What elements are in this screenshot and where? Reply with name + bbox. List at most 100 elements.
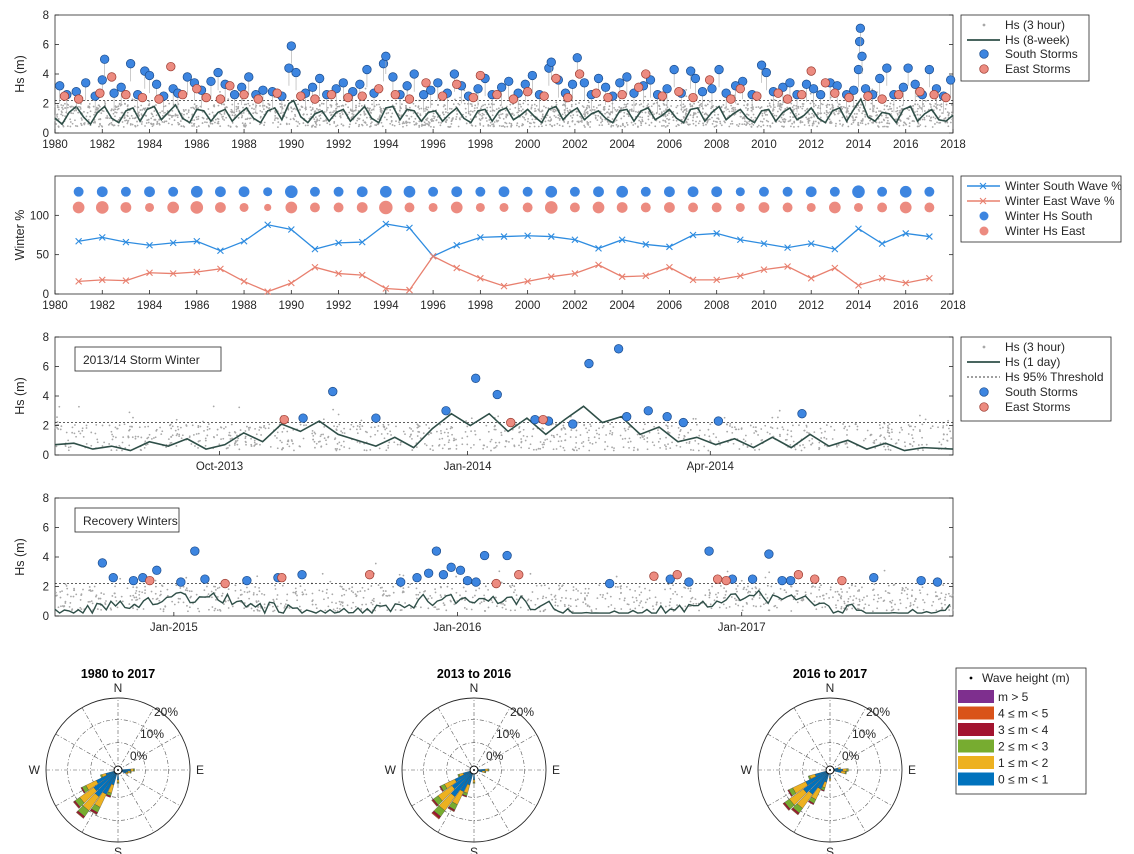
south-storm-point [492,389,502,400]
hs-3hour-point [658,113,661,116]
hs-3hour-point [369,448,372,451]
south-storm-point [426,85,436,95]
hs-3hour-point [564,433,567,436]
east-storm-point [877,94,887,104]
hs-3hour-point [97,597,100,600]
hs-3hour-point [439,423,441,426]
south-storm-point [669,64,679,75]
hs-3hour-point [919,106,921,109]
hs-3hour-point [71,426,74,429]
hs-3hour-point [162,608,165,611]
hs-3hour-point [283,104,286,107]
hs-3hour-point [257,600,260,602]
hs-3hour-point [727,108,729,111]
hs-3hour-point [484,585,487,588]
hs-3hour-point [782,120,785,123]
winter-hs-south-point [711,186,723,198]
hs-3hour-point [554,604,557,607]
hs-3hour-point [140,449,143,452]
hs-3hour-point [604,597,607,600]
hs-3hour-point [98,125,100,128]
hs-3hour-point [387,112,390,114]
hs-3hour-point [525,112,528,115]
hs-3hour-point [418,108,421,110]
hs-3hour-point [535,448,538,451]
winter-hs-south-point [805,186,817,198]
hs-3hour-point [735,588,738,590]
hs-3hour-point [216,587,219,590]
hs-3hour-point [564,605,566,608]
hs-3hour-point [68,605,71,608]
hs-3hour-point [96,608,99,610]
hs-3hour-point [596,432,598,435]
hs-3hour-point [379,114,381,117]
hs-3hour-point [385,427,388,430]
hs-3hour-point [382,423,385,426]
hs-3hour-point [685,120,688,123]
hs-3hour-point [434,588,436,591]
hs-3hour-point [901,586,904,589]
hs-3hour-point [796,593,799,595]
east-storm-point [166,61,176,72]
hs-3hour-point [60,605,62,608]
hs-3hour-point [859,122,862,124]
hs-3hour-point [835,122,837,125]
hs-3hour-point [418,425,421,428]
hs-3hour-point [366,124,368,126]
hs-3hour-point [765,119,768,122]
hs-3hour-point [193,124,195,127]
hs-3hour-point [880,121,883,124]
hs-3hour-point [54,105,56,108]
hs-3hour-point [936,121,938,124]
hs-3hour-point [591,442,594,445]
hs-3hour-point [887,584,890,587]
winter-east-marker [335,270,342,277]
hs-3hour-point [504,121,507,124]
hs-3hour-point [93,585,96,588]
hs-3hour-point [250,437,252,440]
south-storm-point [200,574,210,584]
windrose-petal [837,767,841,770]
hs-3hour-point [229,438,232,440]
hs-3hour-point [791,106,794,109]
hs-3hour-point [885,116,888,119]
hs-3hour-point [886,119,889,122]
hs-3hour-point [340,594,343,597]
hs-3hour-point [582,445,585,448]
hs-3hour-point [440,430,442,432]
hs-3hour-point [128,117,131,120]
hs-3hour-point [267,427,270,430]
hs-3hour-point [416,112,419,114]
hs-3hour-point [272,598,275,601]
hs-3hour-point [580,442,583,445]
hs-3hour-point [752,113,755,116]
hs-3hour-point [935,595,938,597]
hs-3hour-point [410,428,413,430]
hs-3hour-point [377,425,380,427]
hs-3hour-point [534,603,537,606]
hs-3hour-point [497,415,500,418]
hs-3hour-point [663,444,666,446]
hs-3hour-point [240,112,243,115]
hs-3hour-point [83,122,85,125]
hs-3hour-point [54,591,57,594]
hs-3hour-point [655,602,658,604]
hs-3hour-point [584,603,587,605]
south-storm-point [530,414,540,425]
hs-3hour-point [428,427,431,430]
hs-3hour-point [634,122,637,125]
hs-3hour-point [253,444,256,447]
hs-3hour-point [424,442,426,445]
hs-3hour-point [354,122,357,125]
hs-3hour-point [80,124,83,127]
hs-3hour-point [58,405,61,408]
hs-3hour-point [214,607,217,610]
hs-3hour-point [213,104,216,106]
south-storm-point [761,67,771,78]
hs-3hour-point [626,124,629,126]
winter-south-marker [193,237,201,245]
hs-3hour-point [533,121,536,124]
hs-3hour-point [883,436,886,439]
hs-3hour-point [228,431,231,434]
hs-3hour-point [648,597,651,599]
